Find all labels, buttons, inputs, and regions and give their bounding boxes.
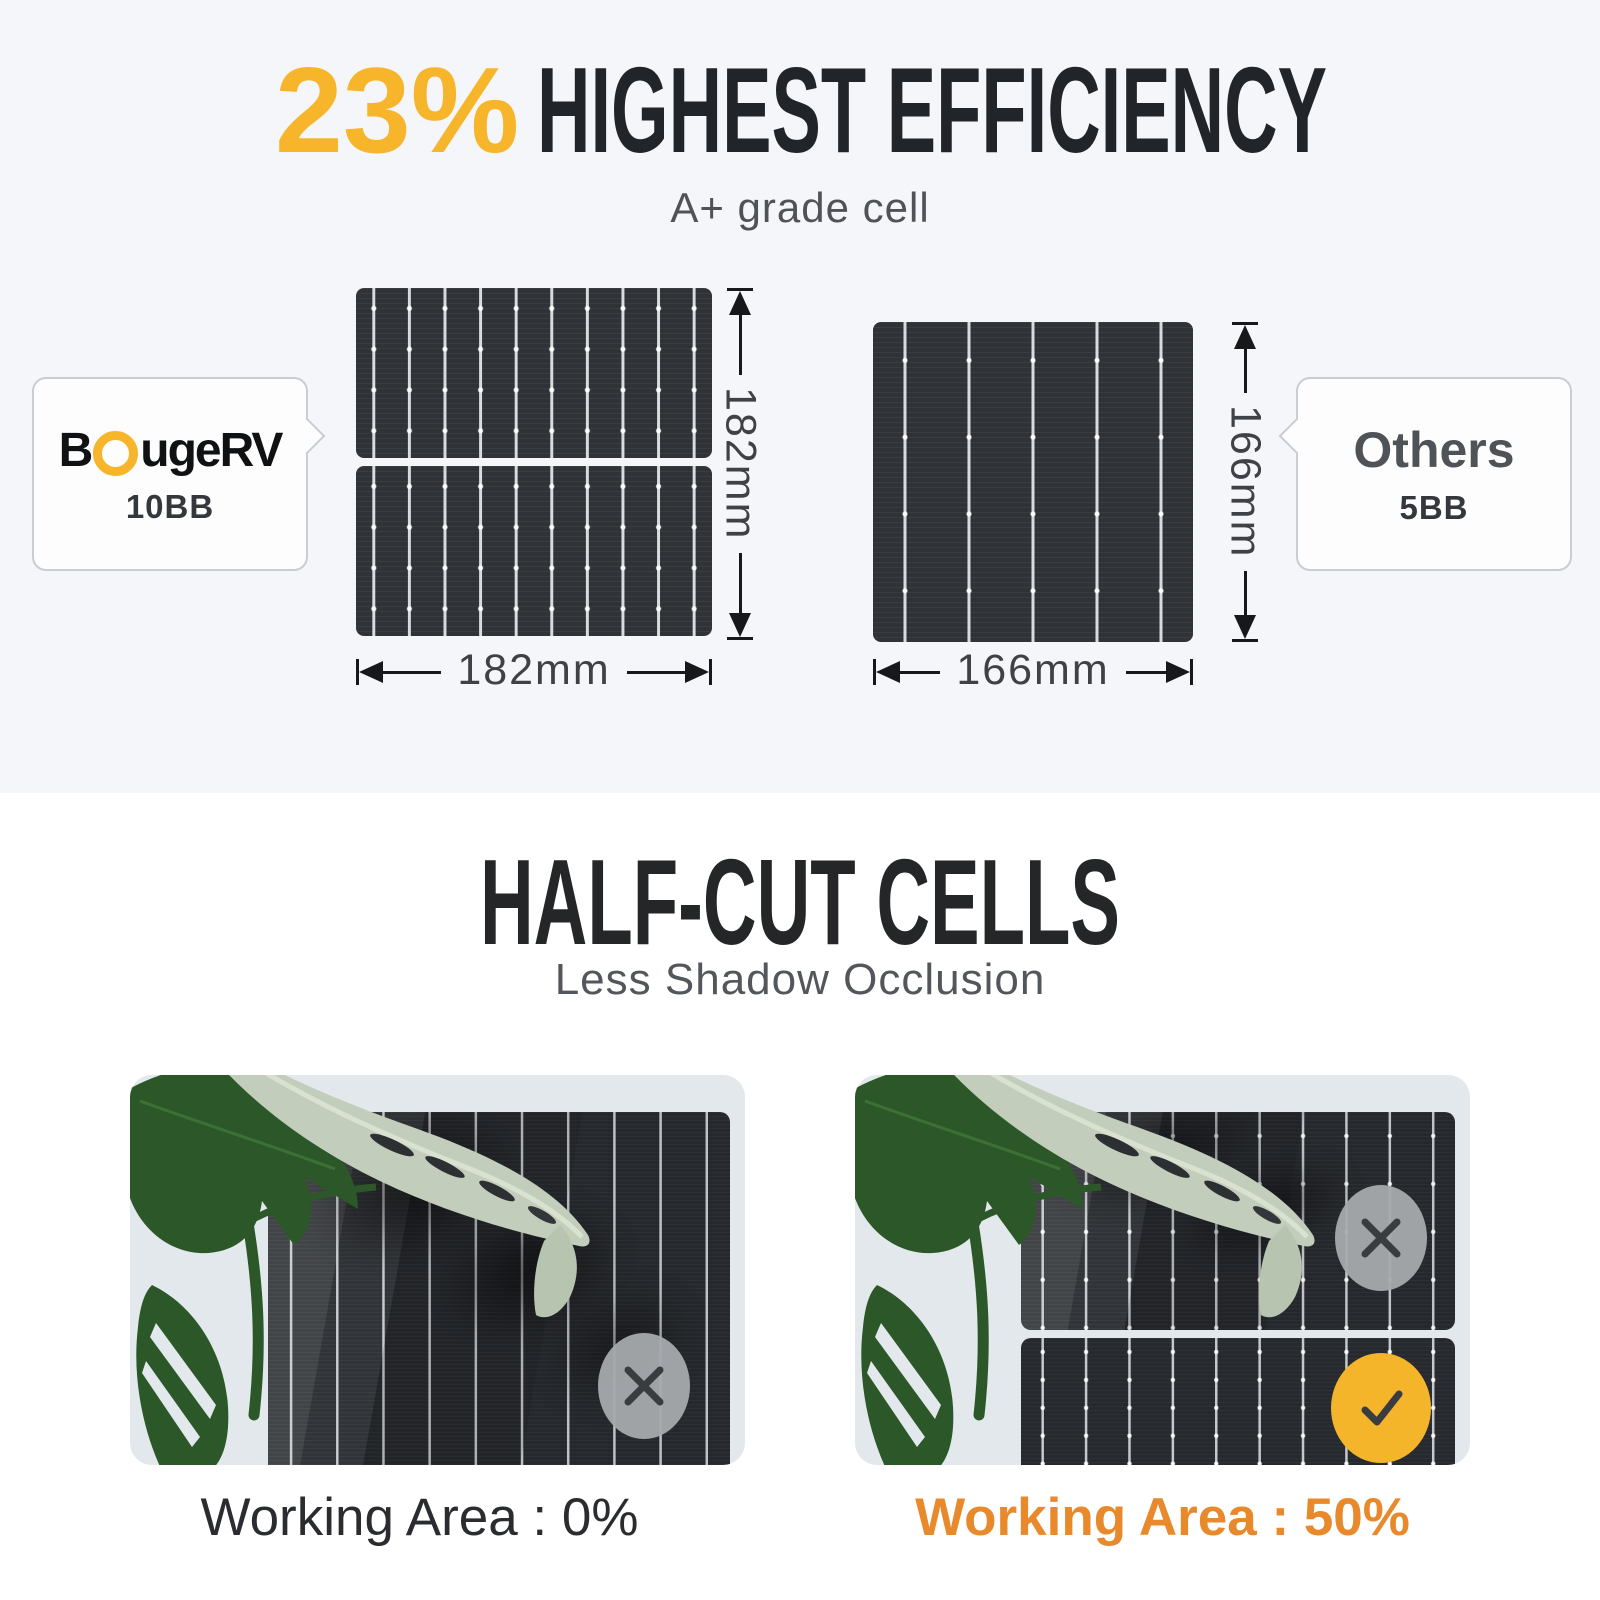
bougerv-height-dimension: 182mm — [717, 288, 765, 641]
check-icon — [1361, 1390, 1403, 1426]
dimension-line — [738, 315, 742, 376]
dimension-cap — [709, 659, 713, 685]
working-badge — [1331, 1353, 1431, 1463]
others-height-dimension: 166mm — [1222, 322, 1270, 643]
dimension-cap — [1232, 639, 1258, 643]
dimension-cap — [356, 659, 359, 685]
dimension-line — [1125, 670, 1167, 674]
arrow-up-icon — [1234, 325, 1256, 349]
cell-bottom-half — [356, 466, 712, 636]
arrow-up-icon — [729, 291, 751, 315]
halfcut-subtitle: Less Shadow Occlusion — [554, 955, 1046, 1004]
arrow-right-icon — [685, 661, 710, 683]
headline: 23% HIGHEST EFFICIENCY — [275, 46, 1327, 178]
others-height-label: 166mm — [1221, 405, 1270, 559]
others-busbar-label: 5BB — [1399, 489, 1469, 526]
bougerv-width-dimension: 182mm — [356, 646, 713, 694]
dimension-cap — [1190, 659, 1194, 685]
others-width-dimension: 166mm — [873, 646, 1194, 694]
dimension-line — [383, 670, 442, 674]
arrow-right-icon — [1166, 661, 1191, 683]
shaded-caption: Working Area : 0% — [200, 1488, 639, 1547]
halfcut-caption: Working Area : 50% — [915, 1488, 1410, 1547]
halfcut-section: HALF-CUT CELLS Less Shadow Occlusion — [0, 793, 1600, 1600]
arrow-left-icon — [876, 661, 900, 683]
headline-percent: 23% — [275, 46, 519, 178]
efficiency-section: 23% HIGHEST EFFICIENCY A+ grade cell B u… — [0, 0, 1600, 793]
dimension-line — [626, 670, 686, 674]
blocked-badge — [598, 1333, 690, 1439]
arrow-down-icon — [1234, 615, 1256, 640]
others-cell-image — [873, 322, 1193, 642]
dimension-line — [900, 670, 941, 674]
bubble-tail — [1278, 417, 1316, 455]
halfcut-panel-photo — [855, 1075, 1470, 1465]
others-bubble: Others 5BB — [1278, 377, 1572, 571]
top-subtitle: A+ grade cell — [670, 184, 930, 231]
dimension-cap — [873, 659, 876, 685]
bougerv-width-label: 182mm — [457, 645, 611, 694]
dimension-line — [1243, 349, 1247, 394]
bougerv-bubble: B ugeRV 10BB — [32, 377, 326, 571]
blocked-badge — [1335, 1185, 1427, 1291]
arrow-left-icon — [359, 661, 383, 683]
cross-icon — [1361, 1218, 1401, 1258]
bubble-tail — [288, 417, 326, 455]
cell-top-half — [356, 288, 712, 458]
halfcut-headline-text: HALF-CUT CELLS — [480, 838, 1120, 970]
bougerv-logo: B ugeRV — [58, 423, 284, 478]
logo-o-icon — [93, 430, 139, 476]
dimension-cap — [727, 288, 753, 291]
bougerv-cell-image — [356, 288, 712, 636]
dimension-line — [738, 552, 742, 614]
dimension-cap — [727, 637, 753, 641]
bougerv-busbar-label: 10BB — [125, 487, 215, 525]
halfcut-headline: HALF-CUT CELLS — [480, 838, 1120, 970]
bougerv-height-label: 182mm — [716, 387, 765, 541]
cross-icon — [624, 1366, 664, 1406]
logo-prefix: B — [58, 423, 94, 477]
arrow-down-icon — [729, 613, 751, 638]
dimension-line — [1243, 570, 1247, 616]
headline-text: HIGHEST EFFICIENCY — [537, 46, 1327, 178]
logo-suffix: ugeRV — [140, 423, 283, 477]
others-name: Others — [1353, 422, 1515, 478]
dimension-cap — [1232, 322, 1258, 325]
others-width-label: 166mm — [956, 645, 1110, 694]
shaded-panel-photo — [130, 1075, 745, 1465]
